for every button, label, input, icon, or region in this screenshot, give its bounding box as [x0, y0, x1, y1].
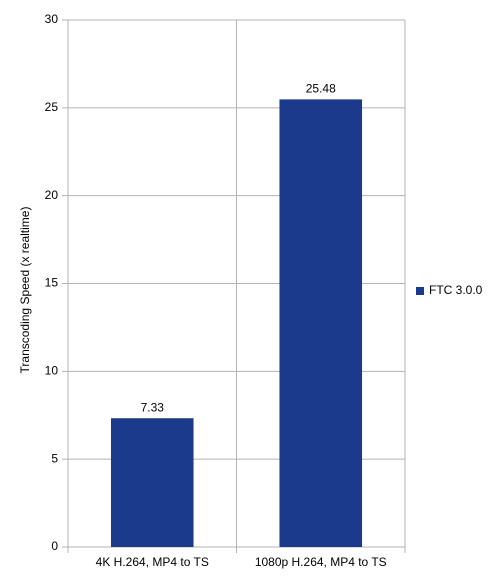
data-label: 7.33	[141, 400, 165, 414]
legend-label: FTC 3.0.0	[429, 283, 483, 297]
y-tick-label: 30	[45, 12, 59, 26]
bar	[279, 99, 363, 547]
y-tick-label: 15	[45, 276, 59, 290]
y-tick-label: 25	[45, 100, 59, 114]
legend-swatch	[416, 287, 424, 295]
x-tick-label: 1080p H.264, MP4 to TS	[255, 555, 387, 569]
y-tick-label: 0	[51, 539, 58, 553]
x-tick-label: 4K H.264, MP4 to TS	[96, 555, 209, 569]
y-tick-label: 10	[45, 364, 59, 378]
y-axis-label: Transcoding Speed (x realtime)	[18, 207, 32, 374]
data-label: 25.48	[306, 82, 336, 96]
y-tick-label: 20	[45, 188, 59, 202]
bar	[110, 418, 194, 547]
y-tick-label: 5	[51, 451, 58, 465]
